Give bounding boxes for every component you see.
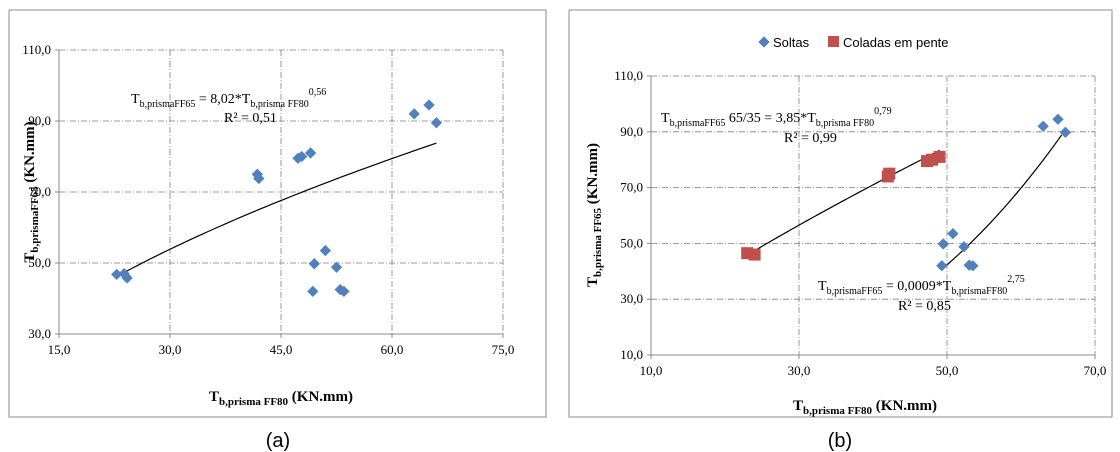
data-point-square	[741, 247, 754, 260]
y-axis-title: Tb,prisma FF65 (KN.mm)	[585, 143, 604, 287]
y-tick-label: 50,0	[28, 255, 51, 270]
trendline	[116, 142, 437, 278]
y-tick-label: 90,0	[620, 124, 643, 139]
x-tick-label: 45,0	[270, 342, 293, 357]
y-tick-label: 30,0	[28, 326, 51, 341]
x-axis-title: Tb,prisma FF80 (KN.mm)	[209, 389, 353, 408]
chart-b: 10,0 30,0 50,0 70,0 90,0 110,0 10,0 30,0 50,0 70,…	[585, 68, 1106, 417]
y-axis-title: Tb,prismaFF65 (KN.mm)	[22, 121, 41, 262]
trendline-series-0	[941, 134, 1063, 270]
panel-a-label: (a)	[266, 430, 290, 452]
panel-b-label: (b)	[828, 430, 852, 452]
data-point-diamond	[304, 147, 317, 159]
data-point-diamond	[330, 261, 343, 273]
x-tick-label: 50,0	[936, 363, 959, 378]
data-point-square	[748, 248, 761, 261]
data-point-diamond	[307, 285, 319, 298]
y-tick-label: 70,0	[28, 184, 51, 199]
data-point-diamond	[319, 244, 332, 257]
legend-label-soltas: Soltas	[773, 35, 810, 50]
data-point-square	[883, 167, 896, 180]
y-tick-label: 110,0	[614, 68, 643, 83]
data-point-diamond	[947, 227, 959, 240]
y-tick-label: 50,0	[620, 235, 643, 250]
data-point-diamond	[967, 260, 979, 272]
chart-b-frame	[568, 9, 1113, 418]
data-point-diamond	[1037, 120, 1049, 132]
legend-marker-soltas	[758, 36, 770, 48]
x-tick-label: 75,0	[492, 342, 515, 357]
y-tick-label: 90,0	[28, 113, 51, 128]
y-tick-label: 70,0	[620, 180, 643, 195]
chart-b-r2-2: R² = 0,85	[898, 299, 951, 314]
y-tick-label: 10,0	[620, 347, 643, 362]
data-point-diamond	[936, 260, 948, 272]
x-axis-title: Tb,prisma FF80 (KN.mm)	[793, 398, 937, 417]
chart-a-r2: R² = 0,51	[224, 111, 277, 126]
data-point-square	[933, 150, 946, 163]
chart-b-legend: Soltas Coladas em pente	[758, 35, 949, 50]
x-tick-label: 10,0	[640, 363, 663, 378]
chart-a-equation: Tb,prismaFF65 = 8,02*Tb,prisma FF800,56	[131, 87, 326, 110]
data-point-diamond	[253, 172, 265, 185]
chart-b-r2-1: R² = 0,99	[784, 131, 837, 146]
data-point-diamond	[937, 238, 949, 250]
x-tick-label: 30,0	[159, 342, 182, 357]
x-tick-label: 60,0	[381, 342, 404, 357]
data-point-diamond	[1052, 113, 1064, 125]
chart-b-equation-2: Tb,prismaFF65 = 0,0009*Tb,prismaFF802,75	[818, 274, 1025, 297]
data-point-diamond	[308, 258, 320, 270]
y-tick-label: 110,0	[22, 42, 51, 57]
trendline-series-1	[746, 149, 940, 256]
data-point-diamond	[338, 285, 350, 298]
data-point-diamond	[1059, 126, 1072, 139]
data-point-diamond	[958, 241, 970, 253]
chart-b-equation-1: Tb,prismaFF65 65/35 = 3,85*Tb,prisma FF8…	[661, 106, 892, 129]
legend-marker-coladas	[828, 36, 839, 47]
x-tick-label: 70,0	[1084, 363, 1107, 378]
x-tick-label: 15,0	[48, 342, 71, 357]
legend-label-coladas: Coladas em pente	[843, 35, 949, 50]
x-tick-label: 30,0	[788, 363, 811, 378]
data-point-diamond	[296, 150, 308, 163]
chart-a-frame	[8, 9, 547, 418]
y-tick-label: 30,0	[620, 291, 643, 306]
